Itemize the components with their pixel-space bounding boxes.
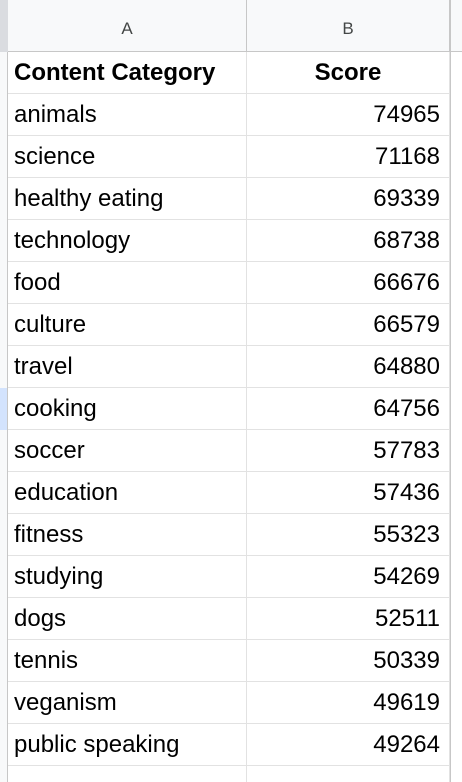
category-cell[interactable]: technology [8, 220, 247, 262]
category-cell[interactable]: fitness [8, 514, 247, 556]
table-row: cooking 64756 [8, 388, 450, 430]
score-cell[interactable]: 52511 [247, 598, 450, 640]
table-row: culture 66579 [8, 304, 450, 346]
score-cell[interactable]: 49264 [247, 724, 450, 766]
category-cell[interactable]: tennis [8, 640, 247, 682]
empty-cell[interactable] [247, 766, 450, 782]
table-row: education 57436 [8, 472, 450, 514]
category-cell[interactable]: animals [8, 94, 247, 136]
active-row-marker [0, 388, 7, 430]
score-cell[interactable]: 57436 [247, 472, 450, 514]
category-cell[interactable]: dogs [8, 598, 247, 640]
score-cell[interactable]: 50339 [247, 640, 450, 682]
table-row: animals 74965 [8, 94, 450, 136]
table-row: food 66676 [8, 262, 450, 304]
empty-cell[interactable] [8, 766, 247, 782]
score-cell[interactable]: 54269 [247, 556, 450, 598]
score-cell[interactable]: 66579 [247, 304, 450, 346]
column-header-bar: A B [0, 0, 462, 52]
score-cell[interactable]: 64880 [247, 346, 450, 388]
category-cell[interactable]: cooking [8, 388, 247, 430]
score-cell[interactable]: 49619 [247, 682, 450, 724]
header-cell-score[interactable]: Score [247, 52, 450, 94]
table-row: studying 54269 [8, 556, 450, 598]
empty-row [8, 766, 450, 782]
table-header-row: Content Category Score [8, 52, 450, 94]
category-cell[interactable]: culture [8, 304, 247, 346]
category-cell[interactable]: healthy eating [8, 178, 247, 220]
table-row: travel 64880 [8, 346, 450, 388]
table-row: veganism 49619 [8, 682, 450, 724]
category-cell[interactable]: education [8, 472, 247, 514]
category-cell[interactable]: public speaking [8, 724, 247, 766]
score-cell[interactable]: 64756 [247, 388, 450, 430]
grid-right-edge [450, 0, 462, 782]
score-cell[interactable]: 69339 [247, 178, 450, 220]
table-row: fitness 55323 [8, 514, 450, 556]
score-cell[interactable]: 74965 [247, 94, 450, 136]
table-row: healthy eating 69339 [8, 178, 450, 220]
table-row: public speaking 49264 [8, 724, 450, 766]
header-cell-content-category[interactable]: Content Category [8, 52, 247, 94]
select-all-corner[interactable] [0, 0, 8, 52]
category-cell[interactable]: travel [8, 346, 247, 388]
category-cell[interactable]: soccer [8, 430, 247, 472]
table-row: tennis 50339 [8, 640, 450, 682]
column-header-a[interactable]: A [8, 0, 247, 52]
score-cell[interactable]: 66676 [247, 262, 450, 304]
score-cell[interactable]: 55323 [247, 514, 450, 556]
category-cell[interactable]: food [8, 262, 247, 304]
category-cell[interactable]: science [8, 136, 247, 178]
score-cell[interactable]: 68738 [247, 220, 450, 262]
category-cell[interactable]: studying [8, 556, 247, 598]
row-header-gutter[interactable] [0, 0, 8, 782]
table-row: dogs 52511 [8, 598, 450, 640]
score-cell[interactable]: 71168 [247, 136, 450, 178]
table-row: soccer 57783 [8, 430, 450, 472]
table-row: science 71168 [8, 136, 450, 178]
table-row: technology 68738 [8, 220, 450, 262]
column-header-b[interactable]: B [247, 0, 450, 52]
score-cell[interactable]: 57783 [247, 430, 450, 472]
category-cell[interactable]: veganism [8, 682, 247, 724]
